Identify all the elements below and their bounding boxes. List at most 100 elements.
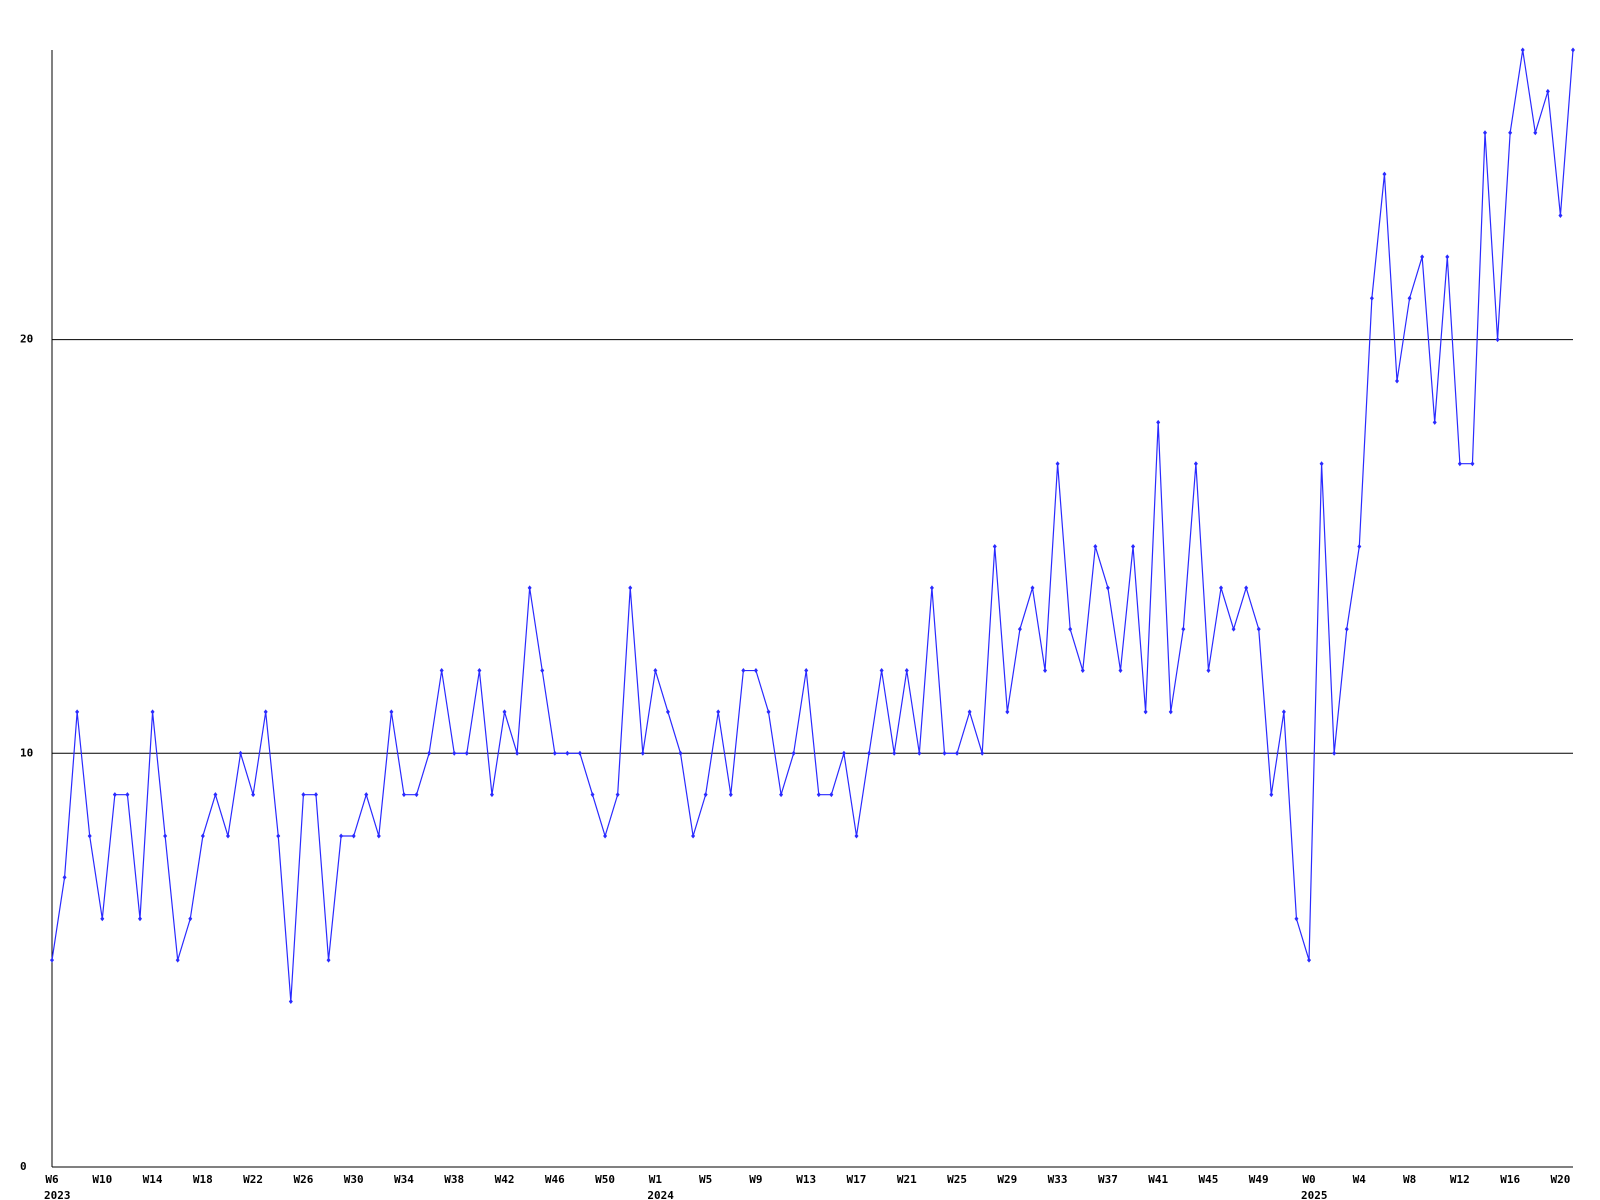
data-point xyxy=(791,750,796,756)
x-tick-label: W21 xyxy=(897,1173,917,1186)
data-line xyxy=(51,49,1574,1002)
data-point xyxy=(665,709,670,715)
year-label: 2025 xyxy=(1301,1189,1328,1200)
data-point xyxy=(439,668,444,674)
x-tick-label: W42 xyxy=(495,1173,515,1186)
x-tick-label: W37 xyxy=(1098,1173,1118,1186)
data-point xyxy=(1256,626,1261,632)
data-point xyxy=(87,833,92,839)
data-point xyxy=(225,833,230,839)
data-point xyxy=(691,833,696,839)
data-point xyxy=(892,750,897,756)
data-point xyxy=(75,709,80,715)
data-point xyxy=(640,750,645,756)
data-point xyxy=(1231,626,1236,632)
data-point xyxy=(1483,130,1488,136)
data-point xyxy=(1495,337,1500,343)
data-point xyxy=(1369,295,1374,301)
data-point xyxy=(112,792,117,798)
x-tick-label: W25 xyxy=(947,1173,967,1186)
data-point xyxy=(955,750,960,756)
data-point xyxy=(1043,668,1048,674)
data-point xyxy=(427,750,432,756)
data-point xyxy=(1168,709,1173,715)
data-point xyxy=(1068,626,1073,632)
y-tick-label: 20 xyxy=(20,333,33,346)
data-point xyxy=(1332,750,1337,756)
data-point xyxy=(251,792,256,798)
x-tick-label: W26 xyxy=(293,1173,313,1186)
data-point xyxy=(1571,47,1575,53)
data-point xyxy=(603,833,608,839)
x-tick-label: W46 xyxy=(545,1173,565,1186)
data-point xyxy=(904,668,909,674)
data-point xyxy=(779,792,784,798)
data-point xyxy=(464,750,469,756)
data-point xyxy=(1294,916,1299,922)
data-point xyxy=(1520,47,1525,53)
x-tick-label: W10 xyxy=(92,1173,112,1186)
data-point xyxy=(590,792,595,798)
data-point xyxy=(980,750,985,756)
data-point xyxy=(1105,585,1110,591)
data-point xyxy=(1131,543,1136,549)
x-tick-label: W33 xyxy=(1048,1173,1068,1186)
data-point xyxy=(841,750,846,756)
data-point xyxy=(540,668,545,674)
data-point xyxy=(1545,88,1550,94)
x-tick-label: W17 xyxy=(847,1173,867,1186)
x-tick-label: W41 xyxy=(1148,1173,1168,1186)
data-point xyxy=(1558,212,1563,218)
data-point xyxy=(50,957,54,963)
data-point xyxy=(263,709,268,715)
x-tick-label: W16 xyxy=(1500,1173,1520,1186)
data-point xyxy=(917,750,922,756)
data-point xyxy=(62,874,67,880)
x-tick-label: W5 xyxy=(699,1173,712,1186)
data-point xyxy=(1407,295,1412,301)
data-point xyxy=(1219,585,1224,591)
data-point xyxy=(1395,378,1400,384)
data-point xyxy=(376,833,381,839)
data-point xyxy=(1445,254,1450,260)
data-point xyxy=(829,792,834,798)
data-point xyxy=(942,750,947,756)
data-point xyxy=(653,668,658,674)
x-tick-label: W20 xyxy=(1550,1173,1570,1186)
data-point xyxy=(313,792,318,798)
data-point xyxy=(1030,585,1035,591)
data-point xyxy=(389,709,394,715)
x-tick-label: W0 xyxy=(1302,1173,1315,1186)
data-point xyxy=(1055,461,1060,467)
data-point xyxy=(401,792,406,798)
x-tick-label: W12 xyxy=(1450,1173,1470,1186)
data-point xyxy=(301,792,306,798)
data-point xyxy=(1382,171,1387,177)
data-point xyxy=(967,709,972,715)
data-point xyxy=(716,709,721,715)
data-point xyxy=(867,750,872,756)
data-point xyxy=(804,668,809,674)
data-point xyxy=(527,585,532,591)
x-tick-label: W45 xyxy=(1199,1173,1219,1186)
data-point xyxy=(1470,461,1475,467)
x-tick-label: W4 xyxy=(1353,1173,1367,1186)
data-point xyxy=(816,792,821,798)
data-point xyxy=(200,833,205,839)
data-point xyxy=(288,999,293,1005)
data-point xyxy=(766,709,771,715)
data-point xyxy=(1080,668,1085,674)
x-tick-label: W1 xyxy=(649,1173,663,1186)
data-point xyxy=(276,833,281,839)
data-point xyxy=(628,585,633,591)
data-point xyxy=(452,750,457,756)
data-point xyxy=(489,792,494,798)
data-point xyxy=(1457,461,1462,467)
data-point xyxy=(326,957,331,963)
year-label: 2024 xyxy=(647,1189,674,1200)
data-point xyxy=(1533,130,1538,136)
data-point xyxy=(615,792,620,798)
data-point xyxy=(1156,419,1161,425)
data-point xyxy=(1093,543,1098,549)
